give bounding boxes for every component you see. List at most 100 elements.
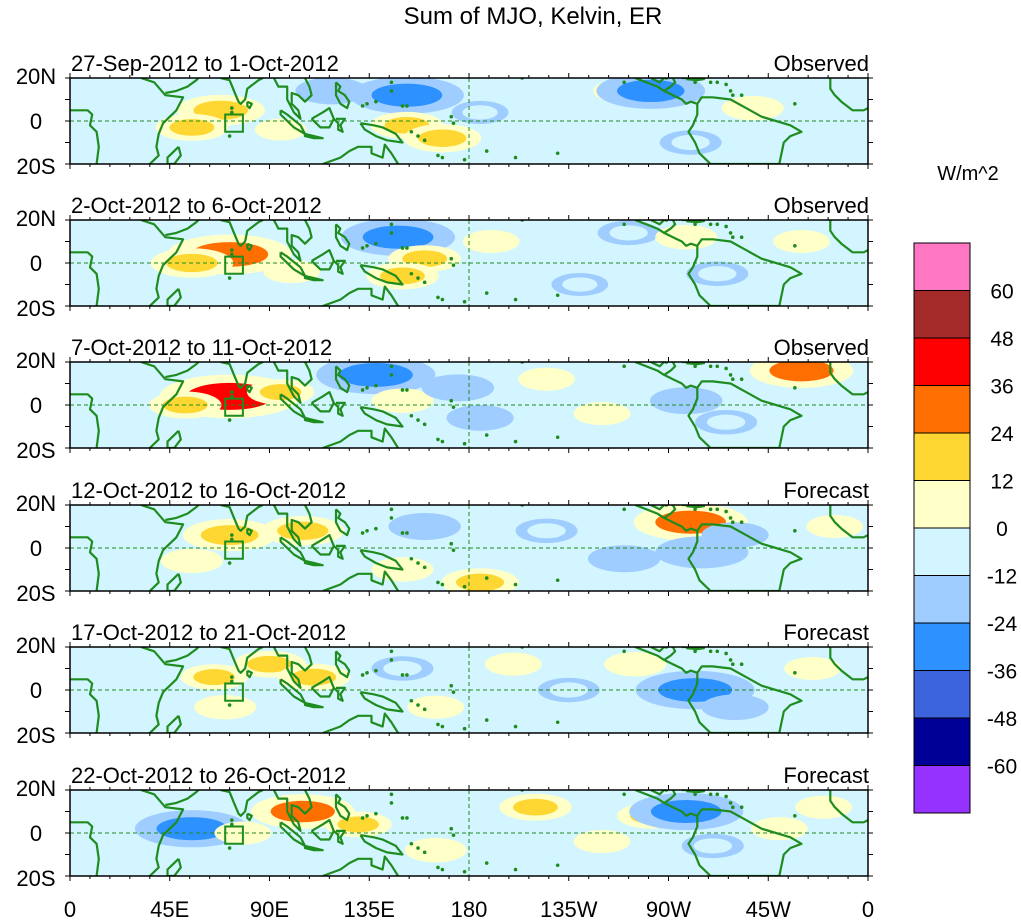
island-marker [693, 507, 697, 512]
coastline-central-america [634, 362, 698, 389]
coastline-arabia-coast [165, 362, 200, 379]
island-marker [728, 89, 733, 93]
reference-box [224, 540, 244, 560]
coastline-south-america [687, 523, 803, 591]
anomaly-core [205, 699, 245, 715]
island-marker [409, 556, 414, 561]
y-tick-label: 0 [30, 251, 42, 276]
island-marker [622, 792, 626, 797]
island-marker [440, 867, 445, 872]
panel-date-range: 27-Sep-2012 to 1-Oct-2012 [71, 51, 339, 76]
island-marker [739, 520, 744, 524]
island-marker [484, 861, 489, 865]
coastline-south-america [687, 808, 803, 876]
coastline-sri-lanka [246, 669, 253, 679]
island-marker [360, 388, 365, 392]
anomaly-core [706, 414, 746, 430]
panel-type-label: Observed [774, 193, 869, 218]
island-marker [622, 649, 626, 654]
x-tick-label: 135E [344, 897, 395, 922]
reference-box [224, 255, 244, 275]
island-marker [409, 271, 414, 276]
island-marker [693, 649, 697, 654]
coastline-new-guinea [359, 691, 404, 713]
island-marker [409, 413, 414, 418]
coastline-philippines [334, 81, 351, 110]
anomaly-core [473, 234, 509, 249]
island-marker [374, 383, 378, 388]
coastline-philippines [334, 508, 351, 537]
coastline-africa-east-coast [140, 647, 185, 733]
anomaly-core [459, 409, 501, 426]
island-marker [230, 822, 234, 827]
anomaly-core [193, 669, 235, 686]
y-tick-label: 0 [30, 536, 42, 561]
island-marker [724, 794, 728, 799]
coastline-arabia-coast [165, 790, 200, 807]
anomaly-core [601, 550, 647, 568]
coastline-new-guinea [359, 834, 404, 856]
colorbar: W/m^2 60 48 36 24 12 0 -12 -24 -36 -48 -60 [913, 163, 1018, 814]
anomaly-core [435, 379, 481, 397]
colorbar-swatch [913, 717, 971, 766]
panel-3: 20N 0 20S 7-Oct-2012 to 11-Oct-2012 Observed [16, 335, 873, 463]
coastline-gulf-coast [650, 505, 677, 519]
island-marker [724, 366, 728, 371]
coastline-gulf-coast [650, 78, 677, 92]
coastline-gulf-coast [650, 647, 677, 661]
island-marker [227, 846, 232, 850]
anomaly-core [371, 83, 443, 107]
y-tick-label: 20S [16, 723, 55, 748]
x-tick-label: 180 [451, 897, 488, 922]
x-tick-label: 0 [862, 897, 874, 922]
coastline-africa-coast [70, 821, 100, 876]
coastline-madagascar [166, 430, 182, 448]
colorbar-level-label: -24 [987, 613, 1018, 636]
coastline-sulawesi [333, 829, 346, 845]
island-marker [484, 576, 489, 580]
panel-date-range: 2-Oct-2012 to 6-Oct-2012 [71, 193, 322, 218]
island-marker [739, 662, 744, 666]
island-marker [400, 104, 405, 108]
island-marker [693, 80, 697, 85]
coastline-madagascar [166, 288, 182, 306]
anomaly-core [383, 660, 422, 677]
coastline-sri-lanka [246, 100, 253, 110]
island-marker [451, 121, 456, 125]
island-marker [555, 293, 560, 298]
island-marker [793, 671, 797, 675]
colorbar-swatch [913, 242, 971, 291]
coastline-africa-coast [70, 393, 100, 448]
island-marker [451, 548, 456, 552]
island-marker [230, 252, 234, 257]
coastline-west-africa-coast [829, 362, 868, 396]
island-marker [484, 433, 489, 437]
island-marker [730, 93, 735, 97]
coastline-arabia-coast [165, 78, 200, 95]
coastline-java [303, 701, 324, 709]
island-marker [513, 582, 518, 587]
anomaly-core [650, 799, 722, 824]
island-marker [555, 863, 560, 868]
coastline-india-coast [220, 505, 264, 532]
island-marker [422, 707, 427, 712]
island-marker [440, 439, 445, 444]
panel-date-range: 7-Oct-2012 to 11-Oct-2012 [71, 335, 332, 360]
island-marker [416, 703, 420, 707]
coastline-sulawesi [333, 117, 346, 133]
island-marker [730, 805, 735, 809]
coastline-australia-north [322, 570, 400, 591]
coastline-sri-lanka [246, 812, 253, 822]
coastline-madagascar [166, 858, 182, 876]
coastline-sulawesi [333, 686, 346, 702]
coastline-australia-north [322, 427, 400, 448]
colorbar-swatch [913, 480, 971, 529]
coastline-central-america [634, 220, 698, 247]
coastline-madagascar [166, 573, 182, 591]
island-marker [365, 102, 369, 106]
colorbar-unit: W/m^2 [937, 163, 999, 185]
colorbar-level-label: 36 [990, 376, 1013, 399]
coastline-west-africa-coast [829, 78, 868, 112]
island-marker [462, 726, 467, 731]
island-marker [374, 811, 378, 816]
